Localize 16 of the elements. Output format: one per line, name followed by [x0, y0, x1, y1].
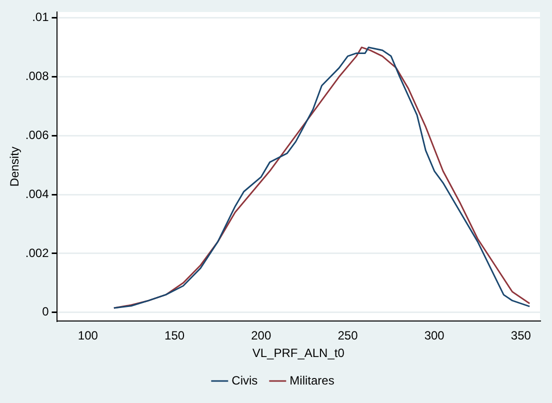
x-tick-label: 250	[338, 328, 358, 343]
legend-label: Militares	[290, 373, 334, 388]
x-tick-label: 100	[78, 328, 98, 343]
x-tick-label: 300	[424, 328, 445, 343]
y-tick-label: .008	[25, 69, 50, 84]
y-tick-label: .01	[32, 10, 50, 24]
x-tick-label: 350	[510, 328, 532, 343]
y-tick-label: 0	[42, 304, 50, 319]
x-axis-title: VL_PRF_ALN_t0	[252, 346, 345, 360]
y-tick-label: .004	[25, 186, 50, 201]
y-axis-title: Density	[8, 146, 22, 187]
x-tick-label: 200	[251, 328, 272, 343]
y-tick-label: .002	[25, 246, 50, 260]
y-tick-label: .006	[25, 128, 50, 142]
legend-label: Civis	[232, 373, 258, 388]
x-tick-label: 150	[164, 328, 185, 343]
